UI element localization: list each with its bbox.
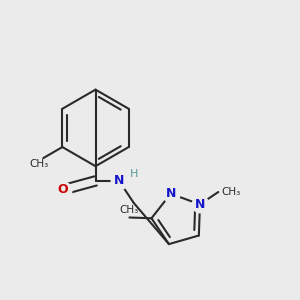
Text: N: N (195, 198, 205, 211)
Text: CH₃: CH₃ (120, 205, 139, 215)
Text: CH₃: CH₃ (29, 159, 49, 169)
Text: H: H (130, 169, 138, 178)
Text: CH₃: CH₃ (221, 187, 240, 197)
Text: N: N (166, 187, 176, 200)
Text: N: N (114, 174, 124, 188)
Text: O: O (58, 183, 68, 196)
